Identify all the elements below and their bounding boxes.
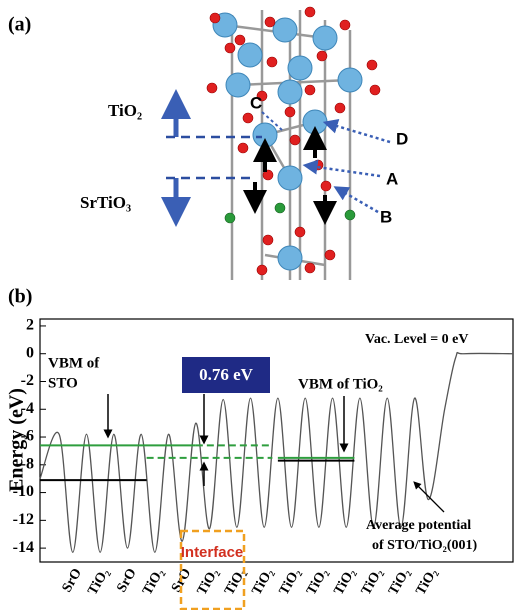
layer-label: TiO₂ (108, 101, 142, 120)
site-label: C (250, 93, 262, 112)
crystal (206, 6, 381, 280)
x-tick-label: TiO₂ (249, 566, 276, 598)
arrow (413, 481, 445, 513)
y-tick-label: -4 (21, 400, 34, 417)
y-tick-label: -6 (21, 428, 34, 445)
y-tick-label: 0 (26, 344, 34, 361)
y-tick-label: 2 (26, 317, 34, 334)
y-axis-title: Energy (eV) (6, 388, 28, 492)
annotation: STO (48, 375, 78, 391)
annotation: of STO/TiO₂(001) (372, 538, 478, 553)
y-tick-label: -10 (13, 483, 34, 500)
x-tick-label: TiO₂ (85, 566, 112, 598)
x-tick-label: TiO₂ (195, 566, 222, 598)
x-tick-label: TiO₂ (331, 566, 358, 598)
annotation: VBM of TiO₂ (298, 376, 383, 392)
annotation: Interface (181, 544, 244, 561)
x-tick-label: TiO₂ (359, 566, 386, 598)
plot-frame (39, 318, 514, 563)
potential-line (39, 351, 514, 553)
x-tick-label: SrO (60, 566, 85, 595)
y-tick-label: -12 (13, 511, 34, 528)
panel-label: (b) (8, 286, 32, 308)
x-tick-label: TiO₂ (304, 566, 331, 598)
x-tick-label: TiO₂ (386, 566, 413, 598)
annotation: VBM of (48, 355, 100, 371)
y-tick-label: -8 (21, 455, 34, 472)
site-label: D (396, 129, 408, 148)
site-label: B (380, 207, 392, 226)
x-tick-label: SrO (114, 566, 139, 595)
layer-label: SrTiO₃ (80, 193, 131, 212)
x-tick-label: TiO₂ (140, 566, 167, 598)
x-tick-label: TiO₂ (413, 566, 440, 598)
panel-label: (a) (8, 14, 31, 36)
x-tick-label: TiO₂ (277, 566, 304, 598)
annotation: Average potential (366, 518, 471, 533)
annotation-box (182, 357, 270, 393)
interface-box (179, 529, 246, 610)
annotation: 0.76 eV (199, 365, 254, 384)
annotation: Vac. Level = 0 eV (365, 332, 469, 347)
y-tick-label: -2 (21, 372, 34, 389)
site-label: A (386, 169, 398, 188)
panel-a: (a) TiO₂ SrTiO (8, 6, 408, 280)
y-tick-label: -14 (13, 539, 34, 556)
